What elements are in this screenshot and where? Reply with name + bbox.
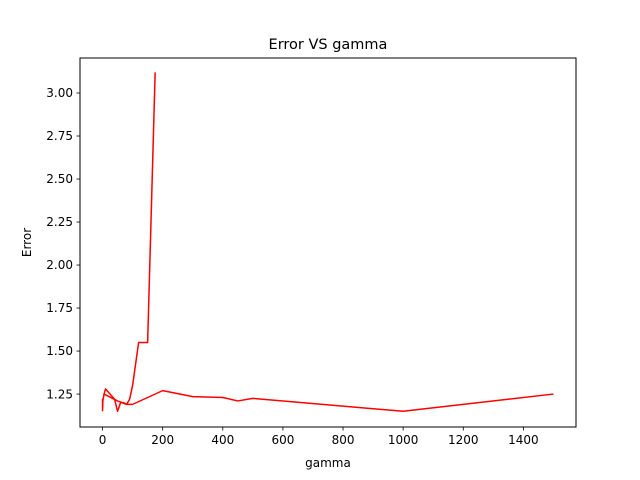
x-axis-ticks: 0 200 400 600 800 1000 1200 1400 [99,427,539,447]
y-tick-label: 3.00 [46,86,73,100]
x-tick-label: 1200 [448,433,479,447]
y-tick-label: 1.50 [46,344,73,358]
series-layer [101,72,554,413]
y-tick-label: 2.00 [46,258,73,272]
y-tick-label: 2.50 [46,172,73,186]
x-tick-label: 600 [271,433,294,447]
x-tick-label: 1400 [508,433,539,447]
x-tick-label: 0 [99,433,107,447]
x-tick-label: 400 [211,433,234,447]
series-line-1 [101,72,156,413]
y-tick-label: 2.75 [46,129,73,143]
plot-frame [79,57,577,428]
x-tick-label: 1000 [388,433,419,447]
x-axis-label: gamma [305,456,351,470]
x-tick-label: 800 [332,433,355,447]
y-tick-label: 1.75 [46,301,73,315]
series-line-2 [103,389,554,413]
y-tick-label: 2.25 [46,215,73,229]
chart-title: Error VS gamma [269,37,388,53]
y-axis-ticks: 1.25 1.50 1.75 2.00 2.25 2.50 2.75 3.00 [46,86,80,401]
y-axis-label: Error [20,228,34,257]
x-tick-label: 200 [151,433,174,447]
y-tick-label: 1.25 [46,387,73,401]
